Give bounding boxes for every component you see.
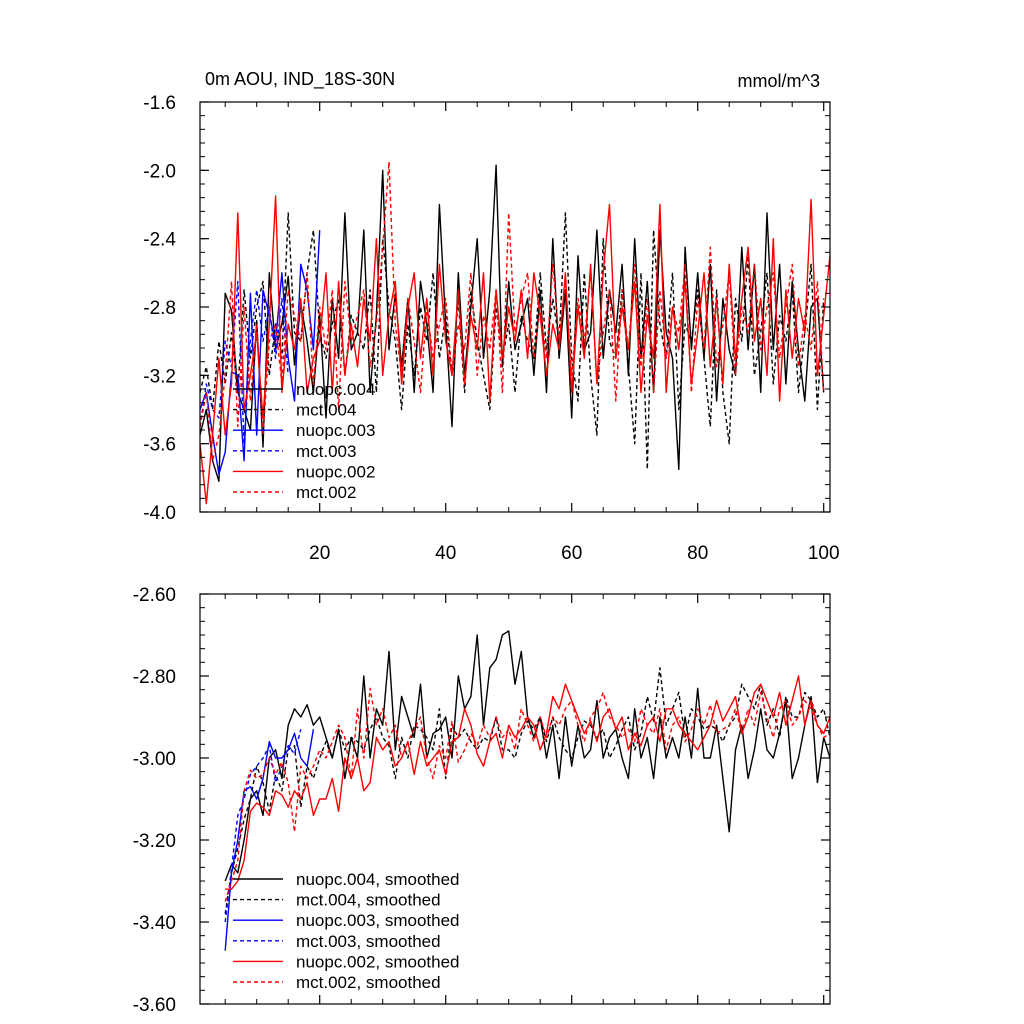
series-line-nuopc-003 xyxy=(200,230,321,476)
y-tick-label: -4.0 xyxy=(143,503,176,524)
y-tick-label: -2.8 xyxy=(143,298,176,319)
x-tick-label: 20 xyxy=(309,543,330,564)
y-tick-label: -1.6 xyxy=(143,93,176,114)
y-tick-label: -2.0 xyxy=(143,161,176,182)
series-line-nuopc-002 xyxy=(200,195,830,505)
legend-label: mct.004, smoothed xyxy=(296,891,441,910)
legend-label: mct.002, smoothed xyxy=(296,973,441,992)
x-tick-label: 60 xyxy=(561,543,582,564)
y-tick-label: -3.00 xyxy=(133,749,176,770)
series-group xyxy=(200,161,830,505)
legend-label: mct.003, smoothed xyxy=(296,932,441,951)
series-group xyxy=(224,630,830,951)
y-tick-label: -3.2 xyxy=(143,366,176,387)
series-line-mct-004 xyxy=(200,212,825,470)
legend-label: nuopc.002, smoothed xyxy=(296,952,460,971)
x-tick-label: 80 xyxy=(687,543,708,564)
chart-panel-1: -1.6 -2.0 -2.4 -2.8 -3.2 -3.6 -4.0 20 40 60 80 100 0… xyxy=(143,69,839,564)
y-tick-label: -2.80 xyxy=(133,667,176,688)
y-tick-label: -3.60 xyxy=(133,995,176,1016)
y-tick-label: -3.40 xyxy=(133,913,176,934)
y-tick-label: -3.6 xyxy=(143,435,176,456)
chart-title: 0m AOU, IND_18S-30N xyxy=(205,69,395,90)
x-tick-label: 100 xyxy=(808,543,840,564)
series-line-mct-003-smoothed xyxy=(224,729,302,923)
legend-label: nuopc.004 xyxy=(296,380,375,399)
series-line-nuopc-004-smoothed xyxy=(224,630,830,882)
legend-label: mct.004 xyxy=(296,401,356,420)
legend-label: mct.002 xyxy=(296,483,356,502)
series-line-mct-002-smoothed xyxy=(224,687,830,902)
units-label: mmol/m^3 xyxy=(738,71,820,91)
y-tick-label: -3.20 xyxy=(133,831,176,852)
legend-label: nuopc.003 xyxy=(296,421,375,440)
plot-frame xyxy=(199,593,831,1005)
legend-label: nuopc.002 xyxy=(296,462,375,481)
chart-panel-2: -2.60 -2.80 -3.00 -3.20 -3.40 -3.60 nuopc.004,… xyxy=(133,585,831,1016)
series-line-mct-002 xyxy=(200,161,825,462)
x-tick-label: 40 xyxy=(435,543,456,564)
series-line-nuopc-003-smoothed xyxy=(224,729,315,951)
y-tick-label: -2.60 xyxy=(133,585,176,606)
y-tick-label: -2.4 xyxy=(143,230,176,251)
legend-label: nuopc.003, smoothed xyxy=(296,911,460,930)
series-line-nuopc-002-smoothed xyxy=(225,675,830,890)
legend-label: nuopc.004, smoothed xyxy=(296,870,460,889)
legend-label: mct.003 xyxy=(296,442,356,461)
